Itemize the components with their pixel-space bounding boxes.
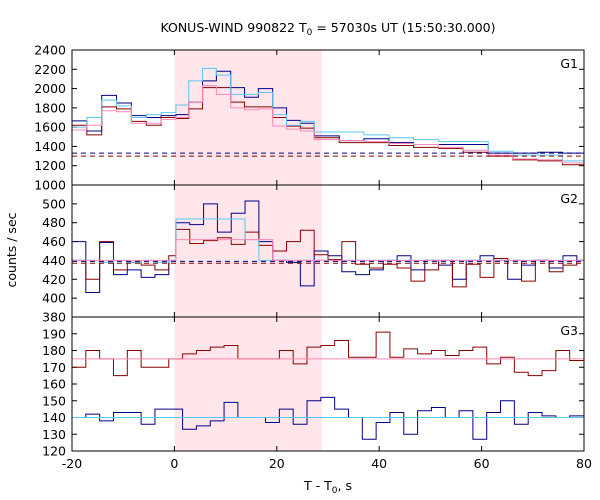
shaded-interval — [174, 50, 322, 451]
panel-g1-ytick-label: 1800 — [34, 100, 66, 115]
panel-g3-series-step-line — [72, 331, 584, 377]
panel-g3-ytick-label: 130 — [42, 427, 66, 442]
panel-g2-ytick-label: 480 — [42, 215, 66, 230]
x-axis-label: T - T0, s — [303, 478, 352, 496]
panel-g3-ytick-label: 120 — [42, 444, 66, 459]
panel-g2-series-step-line — [72, 228, 584, 288]
x-tick-label: 80 — [576, 456, 592, 471]
panel-g1-ytick-label: 1200 — [34, 158, 66, 173]
x-tick-label: 40 — [371, 456, 387, 471]
panel-g2-series-step-line — [72, 239, 584, 261]
y-axis-label: counts / sec — [4, 212, 19, 287]
panel-g2-ytick-label: 380 — [42, 310, 66, 325]
panel-g3-ytick-label: 150 — [42, 393, 66, 408]
panel-g2-ytick-label: 500 — [42, 196, 66, 211]
x-tick-label: -20 — [62, 456, 82, 471]
panel-g1-label: G1 — [560, 56, 578, 71]
chart-title: KONUS-WIND 990822 T0 = 57030s UT (15:50:… — [160, 20, 495, 38]
panel-g2-ytick-label: 400 — [42, 291, 66, 306]
plot-panels: 10001200140016001800200022002400G1380400… — [34, 43, 592, 472]
panel-g2-ytick-label: 460 — [42, 234, 66, 249]
panel-g3-ytick-label: 170 — [42, 360, 66, 375]
x-tick-label: 0 — [170, 456, 178, 471]
plot-frame — [71, 49, 585, 452]
panel-g1-ytick-label: 2000 — [34, 81, 66, 96]
panel-g1-ytick-label: 2200 — [34, 62, 66, 77]
panel-g3-ytick-label: 140 — [42, 410, 66, 425]
x-tick-label: 20 — [269, 456, 285, 471]
panel-g3-series-step-line — [72, 396, 584, 440]
x-tick-label: 60 — [474, 456, 490, 471]
panel-g1-series-step-line — [72, 85, 584, 164]
panel-g3-ytick-label: 190 — [42, 326, 66, 341]
panel-g1-series-step-line — [72, 70, 584, 154]
panel-g2-ytick-label: 440 — [42, 253, 66, 268]
panel-g3-label: G3 — [560, 323, 578, 338]
panel-g1-ytick-label: 2400 — [34, 43, 66, 58]
panel-g1-series-step-line — [72, 67, 584, 162]
panel-g1-ytick-label: 1000 — [34, 178, 66, 193]
panel-g3-ytick-label: 180 — [42, 343, 66, 358]
panel-g2-label: G2 — [560, 191, 578, 206]
panel-g1-ytick-label: 1600 — [34, 120, 66, 135]
panel-g1-ytick-label: 1400 — [34, 139, 66, 154]
panel-g2-ytick-label: 420 — [42, 272, 66, 287]
panel-g3-ytick-label: 160 — [42, 377, 66, 392]
